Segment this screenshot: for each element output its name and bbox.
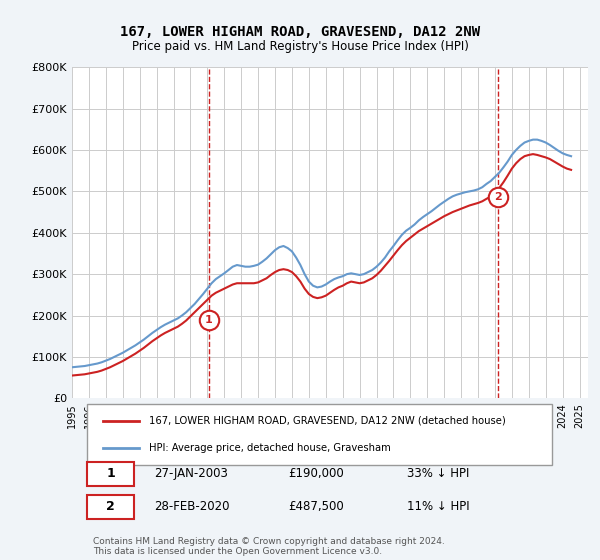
Text: HPI: Average price, detached house, Gravesham: HPI: Average price, detached house, Grav… <box>149 443 391 453</box>
Text: 11% ↓ HPI: 11% ↓ HPI <box>407 500 470 513</box>
Text: 1: 1 <box>106 467 115 480</box>
Text: 27-JAN-2003: 27-JAN-2003 <box>155 467 229 480</box>
Text: 2: 2 <box>494 192 502 202</box>
Text: 2: 2 <box>106 500 115 513</box>
Text: Price paid vs. HM Land Registry's House Price Index (HPI): Price paid vs. HM Land Registry's House … <box>131 40 469 53</box>
FancyBboxPatch shape <box>88 461 134 486</box>
Text: Contains HM Land Registry data © Crown copyright and database right 2024.
This d: Contains HM Land Registry data © Crown c… <box>92 537 445 556</box>
Text: 33% ↓ HPI: 33% ↓ HPI <box>407 467 470 480</box>
FancyBboxPatch shape <box>88 494 134 519</box>
Text: 1: 1 <box>205 315 212 325</box>
Text: £487,500: £487,500 <box>289 500 344 513</box>
Text: 167, LOWER HIGHAM ROAD, GRAVESEND, DA12 2NW: 167, LOWER HIGHAM ROAD, GRAVESEND, DA12 … <box>120 25 480 39</box>
FancyBboxPatch shape <box>88 404 552 465</box>
Text: 28-FEB-2020: 28-FEB-2020 <box>155 500 230 513</box>
Text: 167, LOWER HIGHAM ROAD, GRAVESEND, DA12 2NW (detached house): 167, LOWER HIGHAM ROAD, GRAVESEND, DA12 … <box>149 416 506 426</box>
Text: £190,000: £190,000 <box>289 467 344 480</box>
